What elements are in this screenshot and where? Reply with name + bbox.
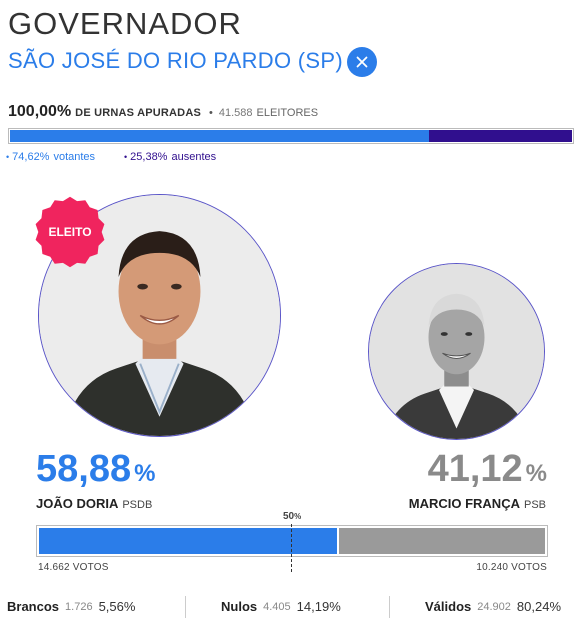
midpoint-line: [291, 524, 292, 572]
close-location-button[interactable]: [347, 47, 377, 77]
validos-percent: 80,24%: [516, 599, 561, 614]
candidate-1-name-text: JOÃO DORIA: [36, 496, 119, 511]
votes-bar-candidate-1: [39, 528, 337, 554]
voters-bullet: •: [6, 152, 10, 162]
candidate-2-name: MARCIO FRANÇA PSB: [409, 496, 546, 511]
electors-label: ELEITORES: [256, 107, 319, 119]
votes-bar-candidate-2: [338, 528, 545, 554]
location-title: SÃO JOSÉ DO RIO PARDO (SP): [8, 48, 343, 73]
candidate-2-percent-value: 41,12: [427, 448, 523, 490]
turnout-absent-segment: [429, 130, 572, 142]
candidate-photo-marcio-franca: [368, 263, 545, 440]
nulos-label: Nulos: [221, 599, 258, 614]
midpoint-sign: %: [294, 512, 302, 521]
summary-validos: Válidos 24.902 80,24%: [425, 599, 561, 614]
urnas-summary: 100,00% DE URNAS APURADAS • 41.588 ELEIT…: [8, 103, 318, 121]
voters-legend: • 74,62% votantes: [6, 151, 95, 163]
voters-label: votantes: [53, 151, 96, 163]
candidate-2-name-text: MARCIO FRANÇA: [408, 496, 520, 511]
candidate-1-percent-sign: %: [134, 460, 156, 487]
elected-badge-label: ELEITO: [48, 225, 92, 239]
electors-count: 41.588: [218, 107, 253, 119]
turnout-voters-segment: [10, 130, 430, 142]
urnas-percent: 100,00%: [8, 103, 72, 120]
summary-divider: [185, 596, 186, 618]
validos-count: 24.902: [477, 600, 511, 613]
candidate-2-votes: 10.240 VOTOS: [476, 562, 547, 573]
absent-percent: 25,38%: [130, 151, 168, 163]
nulos-count: 4.405: [263, 600, 291, 613]
turnout-bar: [8, 128, 574, 144]
midpoint-label: 50%: [283, 511, 301, 522]
voters-percent: 74,62%: [12, 151, 50, 163]
candidate-1-party: PSDB: [122, 499, 153, 511]
summary-nulos: Nulos 4.405 14,19%: [221, 599, 341, 614]
separator-dot: •: [209, 107, 213, 119]
validos-label: Válidos: [425, 599, 472, 614]
elected-badge: ELEITO: [34, 196, 106, 268]
candidate-1-votes: 14.662 VOTOS: [38, 562, 109, 573]
midpoint-value: 50: [283, 511, 295, 522]
candidate-2-percent: 41,12%: [428, 448, 547, 491]
urnas-label: DE URNAS APURADAS: [75, 107, 202, 119]
candidate-2-party: PSB: [523, 499, 546, 511]
summary-divider: [389, 596, 390, 618]
close-icon: [356, 56, 368, 68]
brancos-percent: 5,56%: [98, 599, 136, 614]
candidate-1-name: JOÃO DORIA PSDB: [36, 496, 152, 511]
absent-legend: • 25,38% ausentes: [124, 151, 216, 163]
brancos-count: 1.726: [65, 600, 93, 613]
brancos-label: Brancos: [7, 599, 60, 614]
nulos-percent: 14,19%: [296, 599, 341, 614]
candidate-1-percent-value: 58,88: [36, 448, 132, 490]
absent-bullet: •: [124, 152, 128, 162]
candidate-2-percent-sign: %: [525, 460, 547, 487]
summary-brancos: Brancos 1.726 5,56%: [7, 599, 135, 614]
votes-summary: Brancos 1.726 5,56% Nulos 4.405 14,19% V…: [0, 596, 583, 618]
page-title: GOVERNADOR: [8, 6, 242, 41]
votes-bar: [36, 525, 548, 557]
candidate-1-percent: 58,88%: [36, 448, 155, 491]
absent-label: ausentes: [171, 151, 217, 163]
